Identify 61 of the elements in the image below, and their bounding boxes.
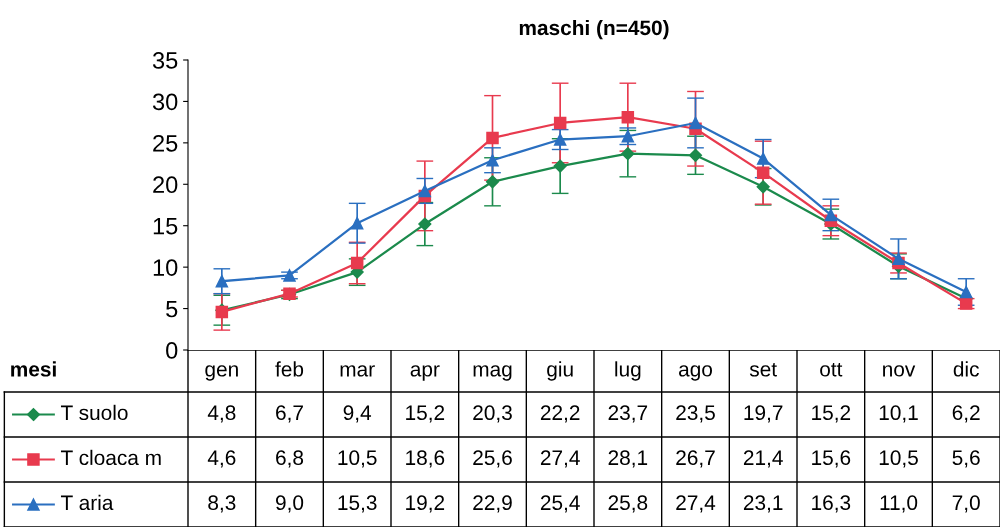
x-tick-label: ott <box>820 362 843 377</box>
x-axis-title: mesi <box>11 361 56 377</box>
data-label: 25,4 <box>540 495 580 513</box>
x-tick-label: nov <box>883 365 916 377</box>
data-label: 19,7 <box>744 405 783 423</box>
data-label: 25,6 <box>473 450 512 468</box>
data-label: 9,4 <box>343 405 372 423</box>
data-label: 23,5 <box>676 405 715 423</box>
data-label: 15,6 <box>812 450 851 468</box>
y-tick-label: 20 <box>153 176 178 194</box>
data-label: 20,3 <box>473 405 512 423</box>
x-tick-label: giu <box>547 361 573 381</box>
data-label: 27,4 <box>676 495 716 513</box>
data-label: 8,3 <box>208 495 236 513</box>
y-tick-label: 30 <box>152 93 178 111</box>
legend-label: T aria <box>60 494 114 511</box>
data-label: 21,4 <box>743 450 783 468</box>
data-label: 11,0 <box>880 495 918 513</box>
data-label: 6,7 <box>276 405 303 423</box>
y-tick-label: 25 <box>153 134 178 152</box>
data-label: 23,7 <box>608 405 648 423</box>
data-label: 23,1 <box>743 495 783 513</box>
chart-title: maschi (n=450) <box>519 19 669 40</box>
data-label: 22,2 <box>540 405 580 423</box>
data-label: 27,4 <box>540 450 580 468</box>
x-tick-label: apr <box>410 365 440 381</box>
data-label: 22,9 <box>473 495 512 513</box>
data-label: 16,3 <box>812 495 851 513</box>
data-label: 28,1 <box>608 450 648 468</box>
x-tick-label: gen <box>205 365 238 381</box>
data-label: 15,2 <box>812 405 851 423</box>
x-tick-label: mag <box>473 365 512 381</box>
data-label: 6,2 <box>952 405 980 423</box>
legend-label: T suolo <box>60 404 128 421</box>
data-label: 7,0 <box>952 495 980 513</box>
data-label: 4,6 <box>207 450 236 468</box>
data-label: 26,7 <box>676 450 715 468</box>
y-tick-label: 35 <box>152 52 178 69</box>
x-tick-label: lug <box>615 361 641 381</box>
data-label: 18,6 <box>406 450 445 468</box>
data-label: 4,8 <box>207 405 236 423</box>
data-label: 10,5 <box>338 450 377 468</box>
y-tick-label: 10 <box>153 259 178 276</box>
x-tick-label: mar <box>340 365 375 377</box>
data-label: 10,1 <box>879 405 918 423</box>
x-tick-label: dic <box>953 361 979 377</box>
data-label: 15,3 <box>338 495 377 513</box>
data-label: 19,2 <box>406 495 445 513</box>
y-tick-label: 0 <box>166 342 178 359</box>
y-tick-label: 15 <box>153 218 178 235</box>
y-tick-label: 5 <box>166 300 178 318</box>
data-label: 6,8 <box>276 450 304 468</box>
x-tick-label: ago <box>679 365 713 381</box>
data-label: 25,8 <box>608 495 648 513</box>
x-tick-label: set <box>749 362 777 377</box>
data-label: 9,0 <box>276 495 304 513</box>
x-tick-label: feb <box>275 361 304 377</box>
data-label: 15,2 <box>406 405 445 423</box>
legend-label: T cloaca m <box>60 449 161 466</box>
data-label: 5,6 <box>952 450 980 468</box>
data-label: 10,5 <box>879 450 918 468</box>
